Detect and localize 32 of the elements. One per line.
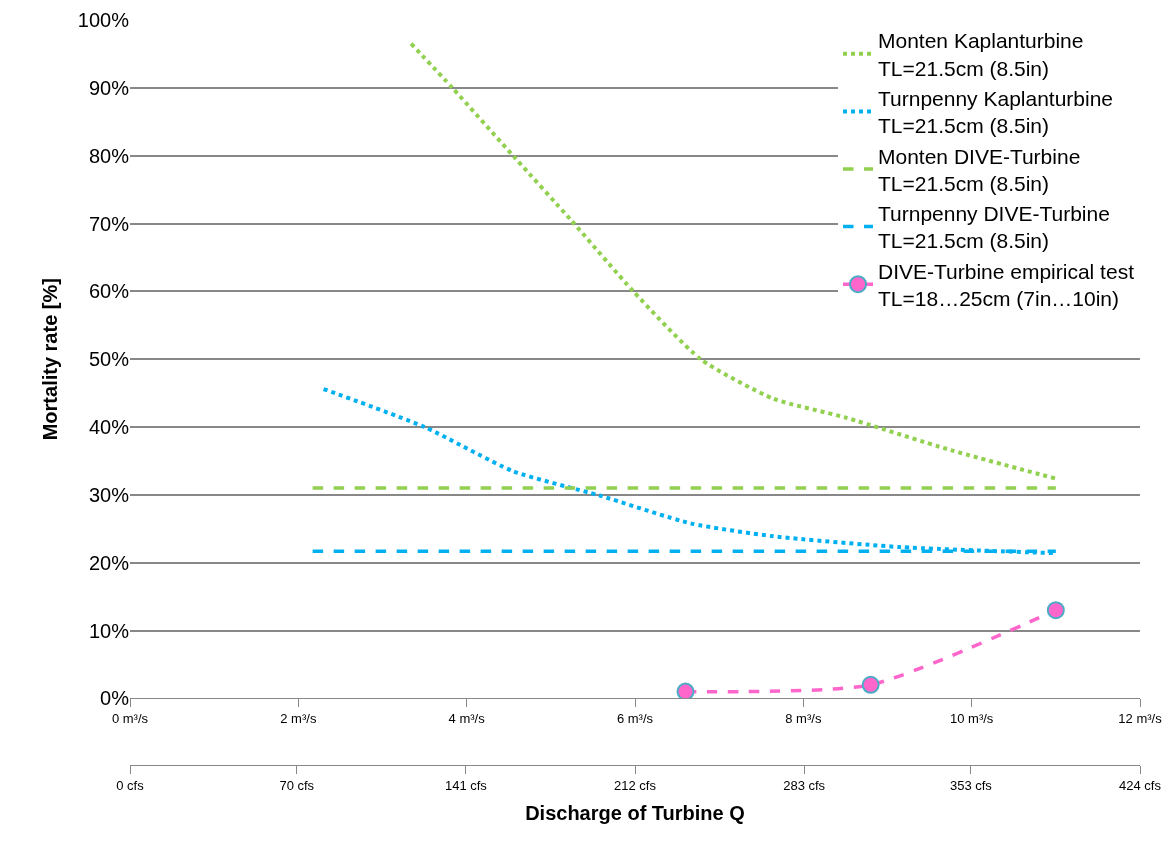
x-tick-label: 12 m³/s xyxy=(1118,710,1163,726)
y-tick-label: 90% xyxy=(88,76,130,99)
legend-label: Turnpenny DIVE-Turbine TL=21.5cm (8.5in) xyxy=(878,202,1110,253)
y-tick-label: 30% xyxy=(88,483,130,506)
y-tick-label: 100% xyxy=(77,9,130,31)
y-tick-label: 20% xyxy=(88,551,130,574)
legend-label: Turnpenny Kaplanturbine TL=21.5cm (8.5in) xyxy=(878,86,1114,138)
y-tick-label: 0% xyxy=(100,687,130,710)
x-tick-label: 6 m³/s xyxy=(616,710,654,726)
y-tick-label: 60% xyxy=(88,280,130,303)
x-axis-title: Discharge of Turbine Q xyxy=(525,802,745,825)
y-tick-label: 40% xyxy=(88,416,130,439)
x-tick-label: 2 m³/s xyxy=(280,710,317,726)
x-tick-label: 4 m³/s xyxy=(448,710,486,726)
y-tick-label: 80% xyxy=(88,144,130,167)
y-tick-label: 10% xyxy=(88,619,130,642)
y-tick-label: 50% xyxy=(88,348,130,371)
x2-tick-label: 212 cfs xyxy=(614,777,657,793)
legend-label: DIVE-Turbine empirical test TL=18…25cm (7in…10in) xyxy=(878,259,1135,311)
y-tick-label: 70% xyxy=(88,212,130,235)
x2-tick-label: 424 cfs xyxy=(1119,777,1162,793)
y-axis-title: Mortality rate [%] xyxy=(39,278,62,441)
x2-tick-label: 283 cfs xyxy=(783,777,826,793)
legend-label: Monten Kaplanturbine TL=21.5cm (8.5in) xyxy=(878,29,1084,80)
x2-tick-label: 70 cfs xyxy=(279,777,315,793)
x2-tick-label: 353 cfs xyxy=(949,777,993,793)
legend-label: Monten DIVE-Turbine TL=21.5cm (8.5in) xyxy=(878,144,1081,195)
x-tick-label: 10 m³/s xyxy=(950,710,994,726)
x2-tick-label: 141 cfs xyxy=(444,777,488,793)
x2-tick-label: 0 cfs xyxy=(116,777,145,793)
x-tick-label: 0 m³/s xyxy=(111,710,149,726)
x-tick-label: 8 m³/s xyxy=(785,710,822,726)
